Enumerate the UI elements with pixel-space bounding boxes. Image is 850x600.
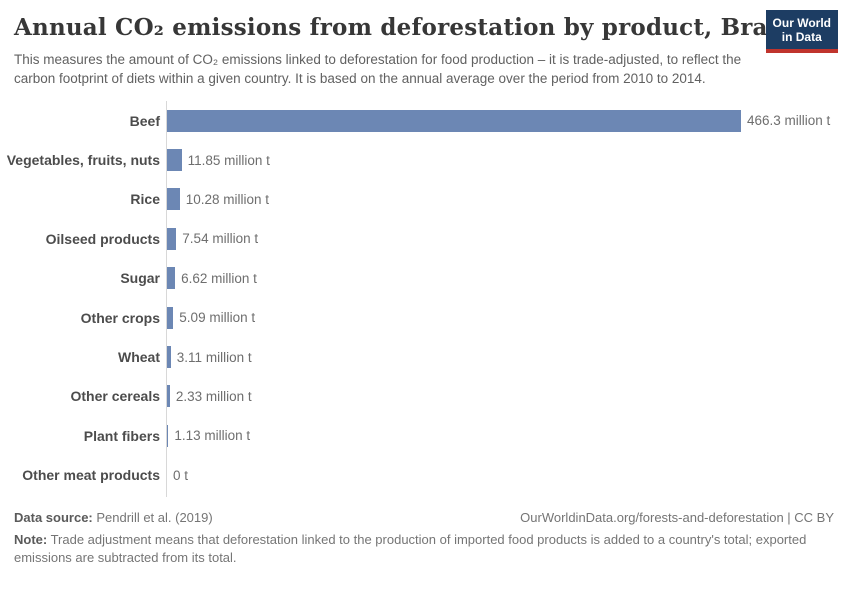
data-source-label: Data source: — [14, 510, 93, 525]
chart-footer: Data source: Pendrill et al. (2019) OurW… — [0, 497, 850, 567]
value-label: 3.11 million t — [176, 349, 252, 365]
data-source-value: Pendrill et al. (2019) — [92, 510, 213, 525]
bar-wrap: 1.13 million t — [167, 424, 850, 447]
plot-area: Beef 466.3 million t Vegetables, fruits, n… — [0, 101, 850, 497]
bar-wrap: 3.11 million t — [167, 346, 850, 369]
category-label: Wheat — [118, 349, 160, 366]
bar — [167, 385, 170, 408]
bar — [167, 188, 180, 211]
bar — [167, 346, 171, 369]
category-label: Vegetables, fruits, nuts — [6, 152, 160, 169]
category-label: Plant fibers — [83, 427, 160, 444]
value-label: 6.62 million t — [181, 270, 257, 286]
owid-logo-line2: in Data — [781, 30, 822, 44]
chart-header: Annual CO₂ emissions from deforestation … — [0, 0, 850, 88]
bar-wrap: 466.3 million t — [167, 109, 850, 132]
category-label: Beef — [129, 112, 160, 129]
bar-wrap: 0 t — [167, 464, 850, 486]
value-label: 466.3 million t — [747, 113, 831, 129]
value-label: 1.13 million t — [174, 428, 251, 444]
bar-wrap: 7.54 million t — [167, 227, 850, 250]
page-title: Annual CO₂ emissions from deforestation … — [14, 14, 799, 41]
bar-row: Rice 10.28 million t — [0, 180, 850, 219]
bar-row: Other meat products 0 t — [0, 456, 850, 495]
bar — [167, 149, 182, 172]
footnote-label: Note: — [14, 532, 48, 547]
category-label: Sugar — [120, 270, 160, 287]
value-label: 11.85 million t — [187, 152, 270, 168]
bar-row: Vegetables, fruits, nuts 11.85 million t — [0, 140, 850, 179]
bar-row: Sugar 6.62 million t — [0, 259, 850, 298]
bar-row: Beef 466.3 million t — [0, 101, 850, 140]
category-label: Rice — [130, 191, 160, 208]
category-label: Other meat products — [22, 467, 160, 484]
owid-logo[interactable]: Our World in Data — [765, 10, 838, 53]
bar-wrap: 6.62 million t — [167, 267, 850, 290]
bar-row: Plant fibers 1.13 million t — [0, 416, 850, 455]
bar-wrap: 5.09 million t — [167, 306, 850, 329]
bar — [167, 227, 177, 250]
owid-logo-line1: Our World — [772, 16, 831, 30]
category-label: Oilseed products — [45, 230, 160, 247]
value-label: 2.33 million t — [175, 388, 252, 404]
bar — [167, 306, 174, 329]
bar — [167, 424, 169, 447]
bar-row: Other cereals 2.33 million t — [0, 377, 850, 416]
bar — [167, 109, 741, 132]
value-label: 10.28 million t — [185, 191, 269, 207]
y-axis-line — [166, 101, 167, 497]
bar — [167, 267, 176, 290]
bar-wrap: 11.85 million t — [167, 149, 850, 172]
bar-row: Other crops 5.09 million t — [0, 298, 850, 337]
value-label: 0 t — [173, 467, 189, 483]
category-label: Other cereals — [70, 388, 161, 405]
bar-row: Wheat 3.11 million t — [0, 337, 850, 376]
source-link[interactable]: OurWorldinData.org/forests-and-deforesta… — [520, 510, 834, 525]
bar-row: Oilseed products 7.54 million t — [0, 219, 850, 258]
bar-wrap: 10.28 million t — [167, 188, 850, 211]
value-label: 7.54 million t — [182, 231, 259, 247]
page-subtitle: This measures the amount of CO₂ emission… — [14, 52, 742, 86]
footnote: Note: Trade adjustment means that defore… — [14, 531, 826, 567]
category-label: Other crops — [80, 309, 160, 326]
value-label: 5.09 million t — [179, 310, 256, 326]
data-source: Data source: Pendrill et al. (2019) — [14, 510, 213, 525]
bar-wrap: 2.33 million t — [167, 385, 850, 408]
footnote-value: Trade adjustment means that deforestatio… — [14, 532, 807, 565]
